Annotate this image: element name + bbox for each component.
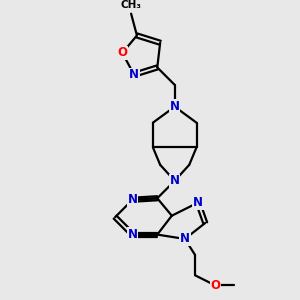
Text: N: N (128, 228, 138, 241)
Text: O: O (117, 46, 128, 59)
Text: N: N (128, 193, 138, 206)
Text: N: N (170, 174, 180, 187)
Text: O: O (210, 279, 220, 292)
Text: N: N (129, 68, 139, 81)
Text: N: N (170, 100, 180, 113)
Text: N: N (180, 232, 190, 245)
Text: N: N (193, 196, 203, 209)
Text: CH₃: CH₃ (121, 0, 142, 10)
